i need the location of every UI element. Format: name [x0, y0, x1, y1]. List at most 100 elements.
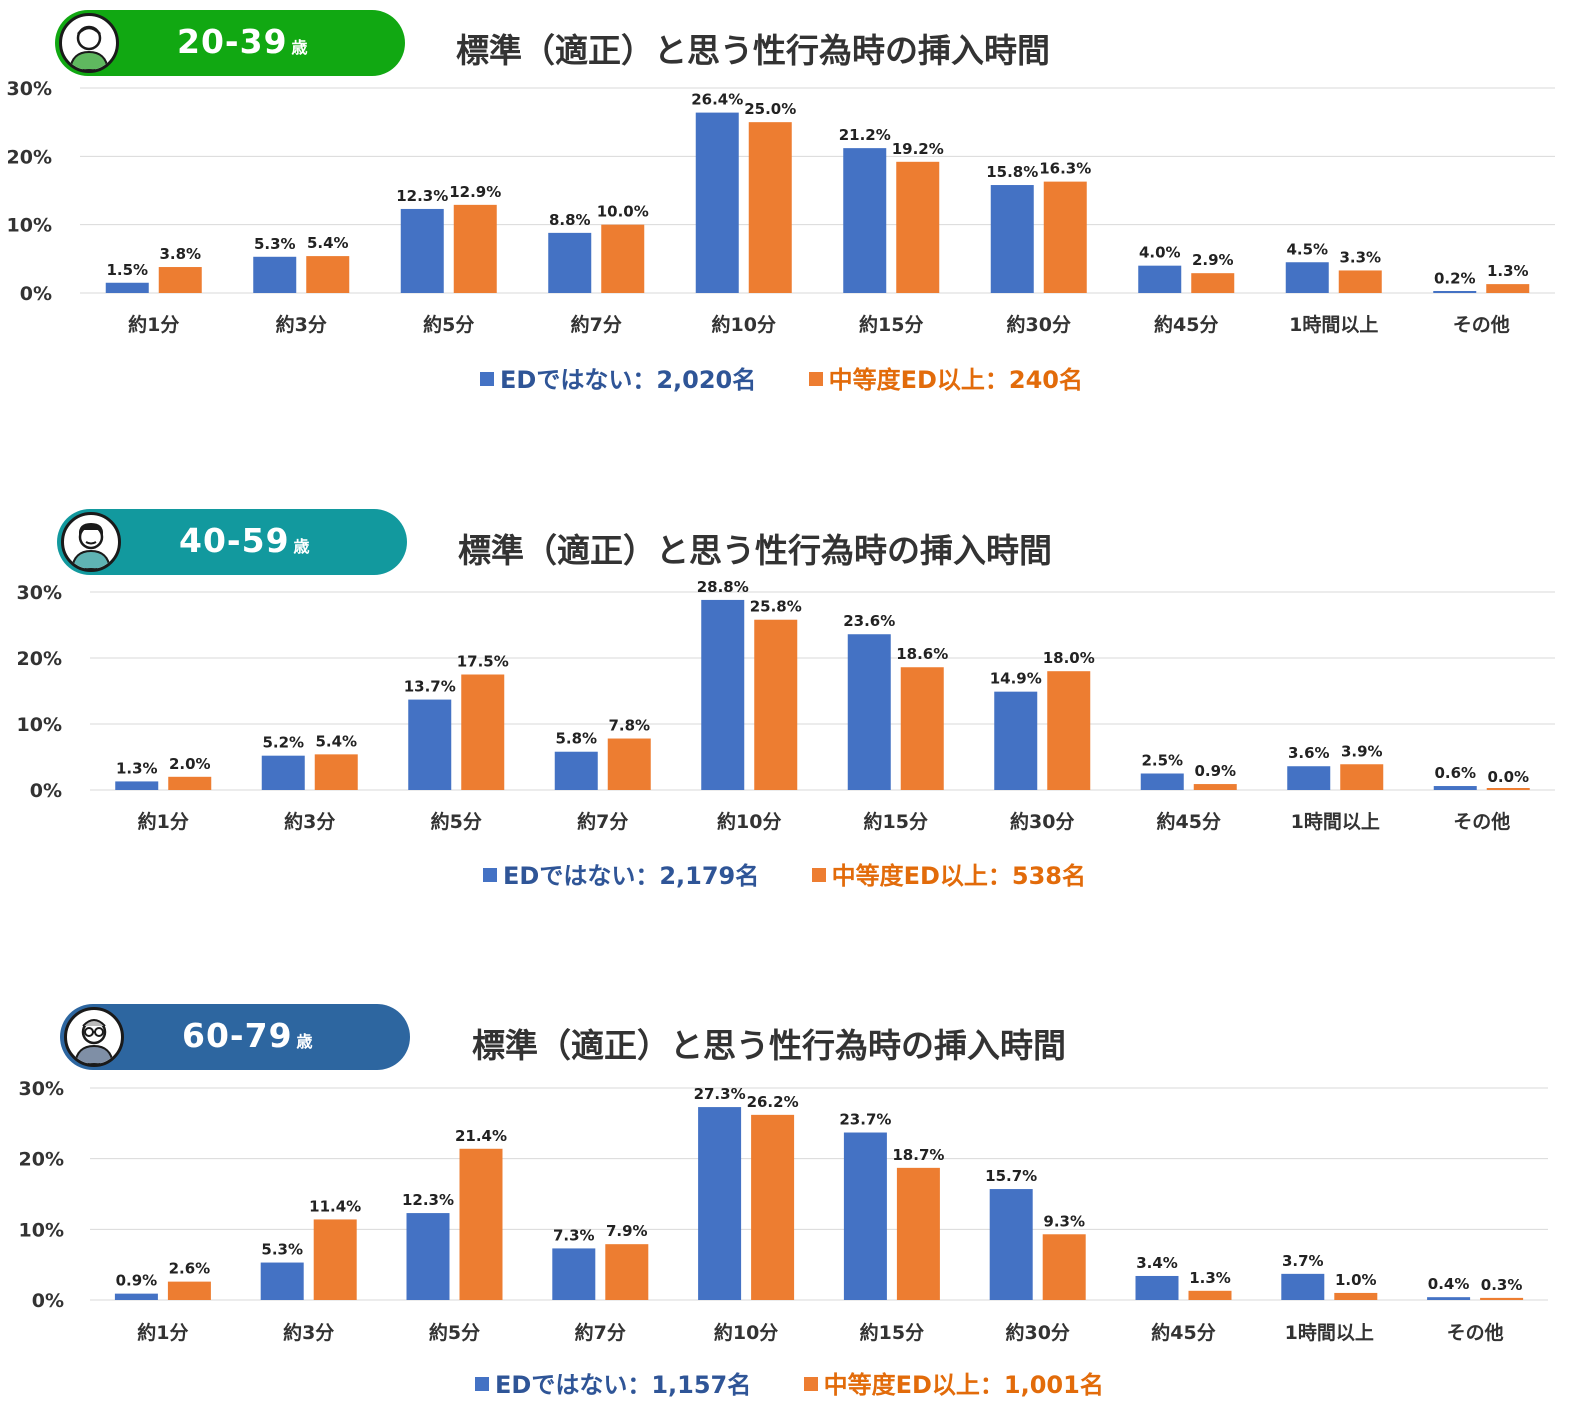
bar	[1433, 786, 1477, 790]
bar	[1486, 284, 1530, 293]
x-category-label: 約30分	[1007, 313, 1071, 336]
data-label: 28.8%	[697, 578, 749, 596]
x-category-label: 約7分	[577, 810, 628, 833]
bar	[989, 1189, 1033, 1300]
data-label: 2.6%	[169, 1260, 211, 1278]
y-tick-label: 30%	[19, 1078, 64, 1100]
bar	[167, 1281, 211, 1300]
bar	[1287, 766, 1331, 790]
bar	[1042, 1234, 1086, 1300]
bar	[607, 738, 651, 790]
data-label: 7.8%	[608, 717, 650, 735]
bar	[115, 781, 159, 790]
data-label: 12.3%	[396, 187, 448, 205]
bar	[453, 204, 497, 293]
bar	[896, 1167, 940, 1300]
x-category-label: 約30分	[1005, 1321, 1069, 1344]
bar	[1281, 1273, 1325, 1300]
y-tick-label: 20%	[19, 1149, 64, 1171]
legend-item-no-ed: EDではない：1,157名	[475, 1371, 751, 1399]
data-label: 3.4%	[1136, 1254, 1178, 1272]
bar	[408, 699, 452, 790]
bar	[158, 267, 202, 293]
data-label: 4.5%	[1286, 240, 1328, 258]
bar	[990, 185, 1034, 293]
y-tick-label: 10%	[7, 215, 52, 237]
data-label: 14.9%	[990, 670, 1042, 688]
bar	[1338, 270, 1382, 293]
bar	[1334, 1292, 1378, 1300]
data-label: 0.9%	[1194, 762, 1236, 780]
data-label: 0.4%	[1428, 1275, 1470, 1293]
data-label: 5.8%	[555, 730, 597, 748]
bar	[1188, 1290, 1232, 1300]
bar	[552, 1248, 596, 1300]
age-range-label: 60-79 歳	[182, 1016, 314, 1055]
bar	[847, 634, 891, 790]
y-tick-label: 0%	[32, 1290, 64, 1312]
y-tick-label: 20%	[7, 146, 52, 168]
data-label: 1.3%	[1487, 262, 1529, 280]
age-badge: 40-59 歳	[57, 509, 407, 575]
bar	[751, 1114, 795, 1300]
data-label: 8.8%	[549, 211, 591, 229]
bar	[1486, 788, 1530, 790]
x-category-label: 約10分	[714, 1321, 778, 1344]
data-label: 25.8%	[750, 598, 802, 616]
x-category-label: その他	[1447, 1321, 1504, 1344]
data-label: 0.2%	[1434, 270, 1476, 288]
bar	[1047, 671, 1091, 790]
x-category-label: 約10分	[712, 313, 776, 336]
older-man-glasses-avatar-icon	[64, 1007, 124, 1067]
x-category-label: 約3分	[284, 810, 335, 833]
bar	[406, 1213, 450, 1300]
bar	[554, 751, 598, 790]
x-category-label: 約1分	[138, 810, 189, 833]
data-label: 3.6%	[1288, 744, 1330, 762]
bar	[168, 776, 212, 790]
data-label: 0.9%	[116, 1272, 158, 1290]
bar	[313, 1219, 357, 1300]
y-tick-label: 30%	[7, 78, 52, 100]
y-tick-label: 10%	[17, 714, 62, 736]
data-label: 18.0%	[1043, 649, 1095, 667]
bar	[1480, 1297, 1524, 1300]
x-category-label: 1時間以上	[1289, 314, 1378, 336]
legend-item-ed: 中等度ED以上：538名	[811, 862, 1086, 890]
chart-legend: EDではない：2,179名 中等度ED以上：538名	[483, 856, 1130, 891]
x-category-label: 約7分	[571, 313, 622, 336]
bar	[1140, 773, 1184, 790]
x-category-label: 約15分	[864, 810, 928, 833]
data-label: 21.4%	[455, 1127, 507, 1145]
x-category-label: 約45分	[1154, 313, 1218, 336]
bar	[1433, 291, 1477, 293]
data-label: 4.0%	[1139, 244, 1181, 262]
data-label: 15.8%	[986, 163, 1038, 181]
data-label: 15.7%	[985, 1167, 1037, 1185]
x-category-label: 約5分	[429, 1321, 480, 1344]
x-category-label: 約3分	[283, 1321, 334, 1344]
data-label: 27.3%	[694, 1085, 746, 1103]
bar	[695, 112, 739, 293]
data-label: 5.4%	[315, 732, 357, 750]
bar	[748, 122, 792, 294]
bar	[548, 232, 592, 293]
young-man-avatar-icon	[59, 13, 119, 73]
bar	[1043, 181, 1087, 293]
data-label: 7.9%	[606, 1222, 648, 1240]
data-label: 25.0%	[744, 100, 796, 118]
x-category-label: 約45分	[1157, 810, 1221, 833]
bar	[698, 1107, 742, 1300]
bar	[261, 755, 305, 790]
y-tick-label: 0%	[30, 780, 62, 802]
x-category-label: その他	[1453, 810, 1510, 833]
data-label: 1.5%	[106, 261, 148, 279]
x-category-label: その他	[1453, 313, 1510, 336]
bar	[314, 754, 358, 790]
data-label: 1.3%	[116, 759, 158, 777]
data-label: 12.9%	[449, 183, 501, 201]
data-label: 23.6%	[843, 612, 895, 630]
data-label: 12.3%	[402, 1191, 454, 1209]
bar	[754, 619, 798, 790]
